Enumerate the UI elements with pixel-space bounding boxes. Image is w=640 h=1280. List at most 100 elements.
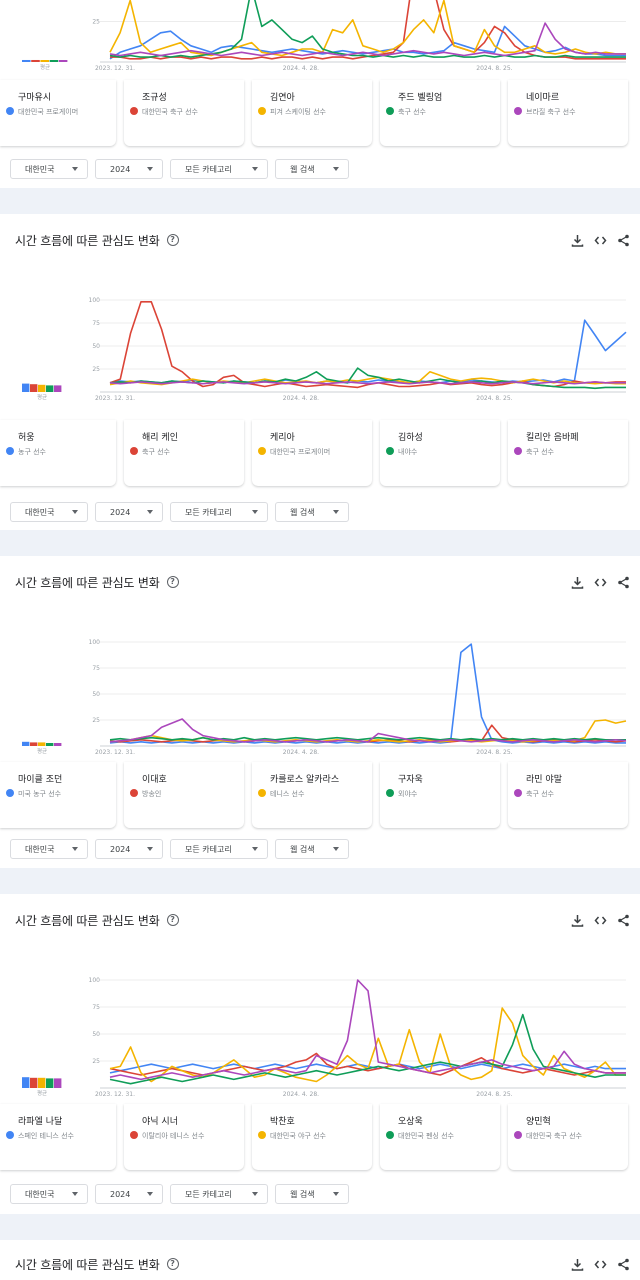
legend-term-name: 킬리안 음바페	[526, 433, 579, 443]
share-icon[interactable]	[617, 576, 630, 589]
year-filter[interactable]: 2024	[95, 159, 163, 179]
x-tick-label: 2024. 8. 25.	[476, 1091, 512, 1098]
legend-item[interactable]: 허웅 농구 선수	[0, 420, 116, 486]
share-icon[interactable]	[617, 234, 630, 247]
chevron-down-icon	[333, 847, 339, 851]
legend-item[interactable]: 양민혁 대한민국 축구 선수	[508, 1104, 628, 1170]
legend-item[interactable]: 조규성 대한민국 축구 선수	[124, 80, 244, 146]
header-actions	[571, 1258, 630, 1271]
chevron-down-icon	[147, 167, 153, 171]
card-title: 시간 흐름에 따른 관심도 변화	[15, 575, 160, 590]
category-filter[interactable]: 모든 카테고리	[170, 159, 268, 179]
legend-term-subtitle: 이탈리아 테니스 선수	[142, 1132, 205, 1140]
download-icon[interactable]	[571, 914, 584, 927]
legend-item[interactable]: 김하성 내야수	[380, 420, 500, 486]
legend-item[interactable]: 마이클 조던 미국 농구 선수	[0, 762, 116, 828]
series-line	[109, 718, 627, 743]
legend-term-name: 오상욱	[398, 1117, 423, 1127]
search-type-filter[interactable]: 웹 검색	[275, 839, 349, 859]
share-icon[interactable]	[617, 1258, 630, 1271]
help-icon[interactable]: ?	[166, 576, 179, 588]
download-icon[interactable]	[571, 1258, 584, 1271]
legend-row-3: 마이클 조던 미국 농구 선수 이대호 방송인 카를로스 알카라스 테니스 선수 구자욱 외야…	[0, 762, 640, 828]
chevron-down-icon	[72, 847, 78, 851]
region-filter[interactable]: 대한민국	[10, 502, 88, 522]
legend-item[interactable]: 이대호 방송인	[124, 762, 244, 828]
chevron-down-icon	[72, 167, 78, 171]
legend-item[interactable]: 야닉 시너 이탈리아 테니스 선수	[124, 1104, 244, 1170]
category-filter[interactable]: 모든 카테고리	[170, 1184, 268, 1204]
interest-chart-4: 25 50 75 100 2023. 12. 31. 2024. 4. 28. 2024. …	[22, 977, 626, 1098]
embed-code-icon[interactable]	[594, 576, 607, 589]
region-filter[interactable]: 대한민국	[10, 839, 88, 859]
legend-term-subtitle: 대한민국 야구 선수	[270, 1132, 326, 1140]
legend-term-subtitle: 축구 선수	[526, 448, 554, 456]
legend-term-name: 박찬호	[270, 1117, 295, 1127]
legend-item[interactable]: 김연아 피겨 스케이팅 선수	[252, 80, 372, 146]
embed-code-icon[interactable]	[594, 234, 607, 247]
legend-item[interactable]: 구마유시 대한민국 프로게이머	[0, 80, 116, 146]
average-label: 평균	[37, 394, 47, 401]
interest-chart-1: 25502023. 12. 31.2024. 4. 28.2024. 8. 25…	[22, 0, 626, 72]
embed-code-icon[interactable]	[594, 914, 607, 927]
legend-term-name: 케리아	[270, 433, 295, 443]
y-tick-label: 75	[92, 320, 100, 327]
series-line	[109, 0, 626, 58]
x-tick-label: 2024. 4. 28.	[283, 1091, 319, 1098]
average-bar	[38, 742, 46, 746]
search-type-filter[interactable]: 웹 검색	[275, 502, 349, 522]
download-icon[interactable]	[571, 234, 584, 247]
legend-term-name: 김하성	[398, 433, 423, 443]
category-filter[interactable]: 모든 카테고리	[170, 502, 268, 522]
legend-term-name: 주드 벨링엄	[398, 93, 443, 103]
legend-color-dot	[258, 447, 266, 455]
card-title: 시간 흐름에 따른 관심도 변화	[15, 1257, 160, 1272]
x-tick-label: 2024. 4. 28.	[283, 749, 319, 756]
year-filter[interactable]: 2024	[95, 839, 163, 859]
legend-item[interactable]: 라민 야말 축구 선수	[508, 762, 628, 828]
legend-term-subtitle: 축구 선수	[142, 448, 170, 456]
legend-item[interactable]: 해리 케인 축구 선수	[124, 420, 244, 486]
legend-color-dot	[514, 1131, 522, 1139]
help-icon[interactable]: ?	[166, 914, 179, 926]
legend-item[interactable]: 네이마르 브라질 축구 선수	[508, 80, 628, 146]
category-filter[interactable]: 모든 카테고리	[170, 839, 268, 859]
series-line	[109, 25, 626, 60]
region-filter[interactable]: 대한민국	[10, 159, 88, 179]
search-type-filter[interactable]: 웹 검색	[275, 1184, 349, 1204]
average-bar	[31, 59, 40, 62]
legend-color-dot	[258, 789, 266, 797]
legend-term-subtitle: 테니스 선수	[270, 790, 305, 798]
filter-label: 모든 카테고리	[185, 507, 232, 517]
series-line	[109, 371, 626, 386]
filter-label: 2024	[110, 507, 131, 517]
legend-item[interactable]: 케리아 대한민국 프로게이머	[252, 420, 372, 486]
chevron-down-icon	[147, 510, 153, 514]
help-icon[interactable]: ?	[166, 234, 179, 246]
legend-term-name: 네이마르	[526, 93, 560, 103]
legend-item[interactable]: 구자욱 외야수	[380, 762, 500, 828]
legend-term-name: 양민혁	[526, 1117, 551, 1127]
legend-item[interactable]: 주드 벨링엄 축구 선수	[380, 80, 500, 146]
average-bar	[40, 60, 49, 62]
year-filter[interactable]: 2024	[95, 1184, 163, 1204]
average-bar	[30, 384, 38, 392]
year-filter[interactable]: 2024	[95, 502, 163, 522]
header-actions	[571, 914, 630, 927]
legend-item[interactable]: 카를로스 알카라스 테니스 선수	[252, 762, 372, 828]
x-tick-label: 2024. 4. 28.	[283, 65, 319, 72]
embed-code-icon[interactable]	[594, 1258, 607, 1271]
help-icon[interactable]: ?	[166, 1258, 179, 1270]
search-type-filter[interactable]: 웹 검색	[275, 159, 349, 179]
share-icon[interactable]	[617, 914, 630, 927]
download-icon[interactable]	[571, 576, 584, 589]
region-filter[interactable]: 대한민국	[10, 1184, 88, 1204]
legend-color-dot	[6, 447, 14, 455]
filter-label: 웹 검색	[290, 507, 315, 517]
x-tick-label: 2023. 12. 31.	[95, 749, 135, 756]
legend-item[interactable]: 오상욱 대한민국 펜싱 선수	[380, 1104, 500, 1170]
legend-item[interactable]: 라파엘 나달 스페인 테니스 선수	[0, 1104, 116, 1170]
y-tick-label: 100	[89, 977, 101, 984]
